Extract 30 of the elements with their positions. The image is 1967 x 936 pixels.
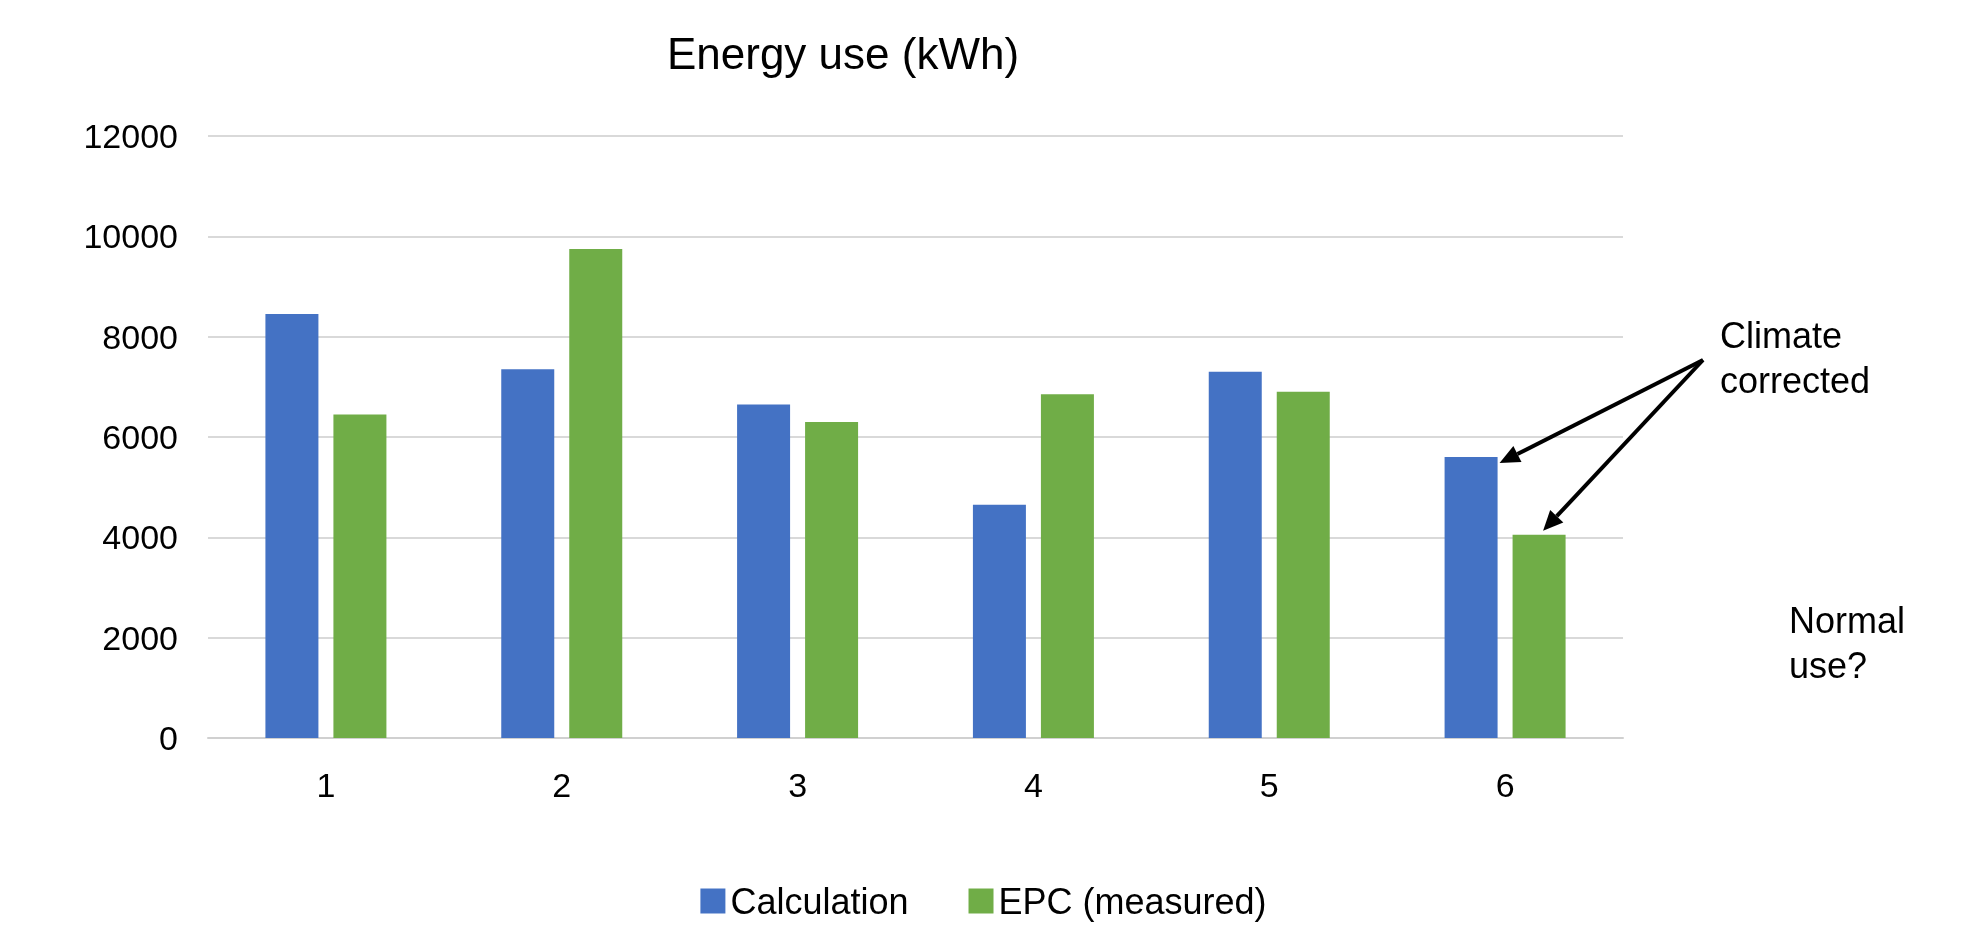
text: Normal use? <box>1789 600 1906 686</box>
bar <box>1208 371 1262 738</box>
bar <box>737 404 791 738</box>
x-tick-label: 2 <box>552 766 572 804</box>
x-tick-label: 4 <box>1023 766 1043 804</box>
y-tick-label: 0 <box>159 719 178 757</box>
chart-title: Energy use (kWh) <box>666 28 1020 78</box>
text: Climate corrected <box>1720 315 1871 401</box>
legend-label: EPC (measured) <box>998 880 1267 922</box>
x-tick-label: 1 <box>316 766 336 804</box>
bar <box>501 369 555 738</box>
x-tick-label: 5 <box>1259 766 1279 804</box>
x-tick-label: 3 <box>788 766 808 804</box>
x-tick-label: 6 <box>1495 766 1515 804</box>
y-tick-label: 2000 <box>102 618 178 657</box>
bar <box>569 248 623 738</box>
bar <box>265 314 319 738</box>
y-tick-label: 8000 <box>102 317 178 356</box>
legend-label: Calculation <box>730 880 909 922</box>
y-tick-label: 4000 <box>102 518 178 557</box>
bar <box>333 414 387 738</box>
bar <box>1444 457 1498 738</box>
bar <box>972 504 1026 738</box>
y-tick-label: 6000 <box>102 418 178 456</box>
y-tick-label: 12000 <box>83 117 178 155</box>
bar <box>1276 391 1330 738</box>
bar <box>805 421 859 738</box>
y-tick-label: 10000 <box>83 217 178 256</box>
bar <box>1512 534 1566 738</box>
bar <box>1040 394 1094 738</box>
